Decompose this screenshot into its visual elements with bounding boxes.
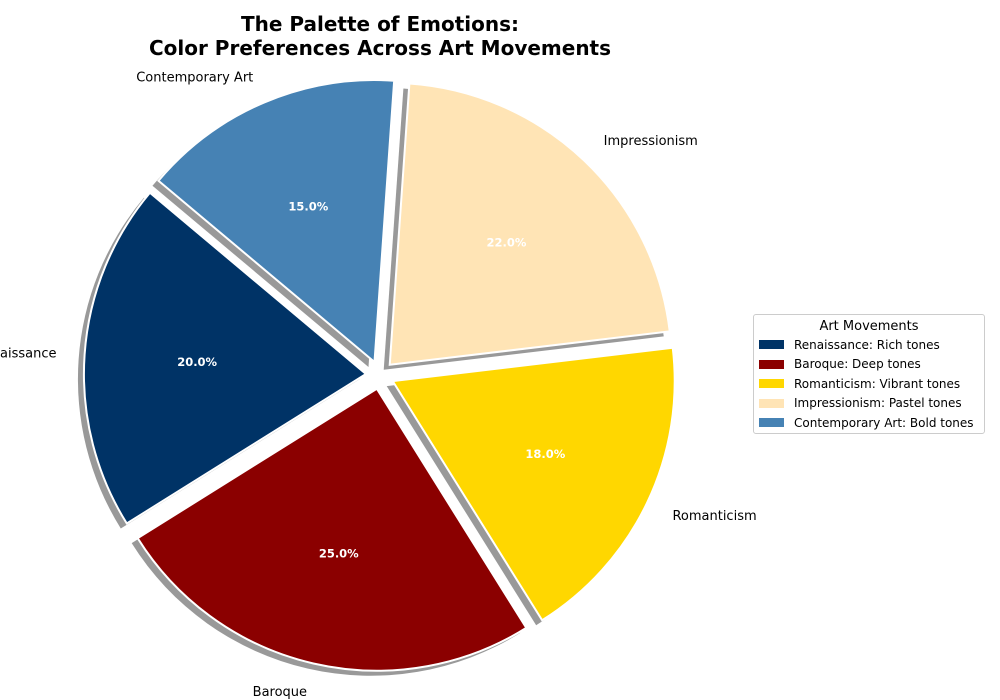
legend-item: Romanticism: Vibrant tones [754, 374, 984, 394]
chart-title-line-2: Color Preferences Across Art Movements [148, 36, 612, 60]
legend-swatch [759, 418, 784, 428]
pie-wedge-impressionism [388, 82, 671, 366]
wedge-percent-label: 20.0% [177, 355, 217, 369]
wedge-percent-label: 25.0% [319, 547, 359, 561]
wedge-percent-label: 15.0% [288, 199, 328, 213]
legend: Art Movements Renaissance: Rich tones Ba… [753, 314, 985, 434]
pie-wedge-renaissance [82, 191, 368, 525]
chart-title-line-1: The Palette of Emotions: [240, 12, 520, 36]
wedge-category-label: Baroque [253, 685, 307, 700]
wedge-percent-label: 22.0% [486, 235, 526, 249]
pie-wedge-baroque [136, 387, 528, 672]
legend-item: Renaissance: Rich tones [754, 335, 984, 355]
pie-wedge-romanticism [391, 346, 676, 622]
wedge-labels: 20.0% Renaissance 25.0% Baroque 18.0% Romanti… [0, 70, 757, 700]
legend-label: Contemporary Art: Bold tones [794, 415, 974, 430]
wedge-category-label: Impressionism [604, 134, 698, 149]
pie-wedge-contemporary-art [157, 79, 396, 365]
wedge-category-label: Romanticism [672, 509, 756, 524]
legend-swatch [759, 398, 784, 408]
wedge-category-label: Renaissance [0, 346, 56, 361]
legend-item: Baroque: Deep tones [754, 355, 984, 375]
wedge-percent-label: 18.0% [525, 447, 565, 461]
legend-label: Romanticism: Vibrant tones [794, 376, 961, 391]
legend-label: Baroque: Deep tones [794, 357, 921, 372]
pie-plot-area: 20.0% Renaissance 25.0% Baroque 18.0% Romanti… [0, 70, 757, 700]
legend-swatch [759, 379, 784, 389]
legend-swatch [759, 340, 784, 350]
legend-item: Impressionism: Pastel tones [754, 394, 984, 414]
wedge-category-label: Contemporary Art [136, 70, 253, 85]
legend-title: Art Movements [819, 319, 919, 334]
legend-item: Contemporary Art: Bold tones [754, 413, 984, 433]
legend-label: Impressionism: Pastel tones [794, 396, 962, 411]
wedges [82, 79, 676, 672]
legend-label: Renaissance: Rich tones [794, 337, 940, 352]
legend-swatch [759, 359, 784, 369]
